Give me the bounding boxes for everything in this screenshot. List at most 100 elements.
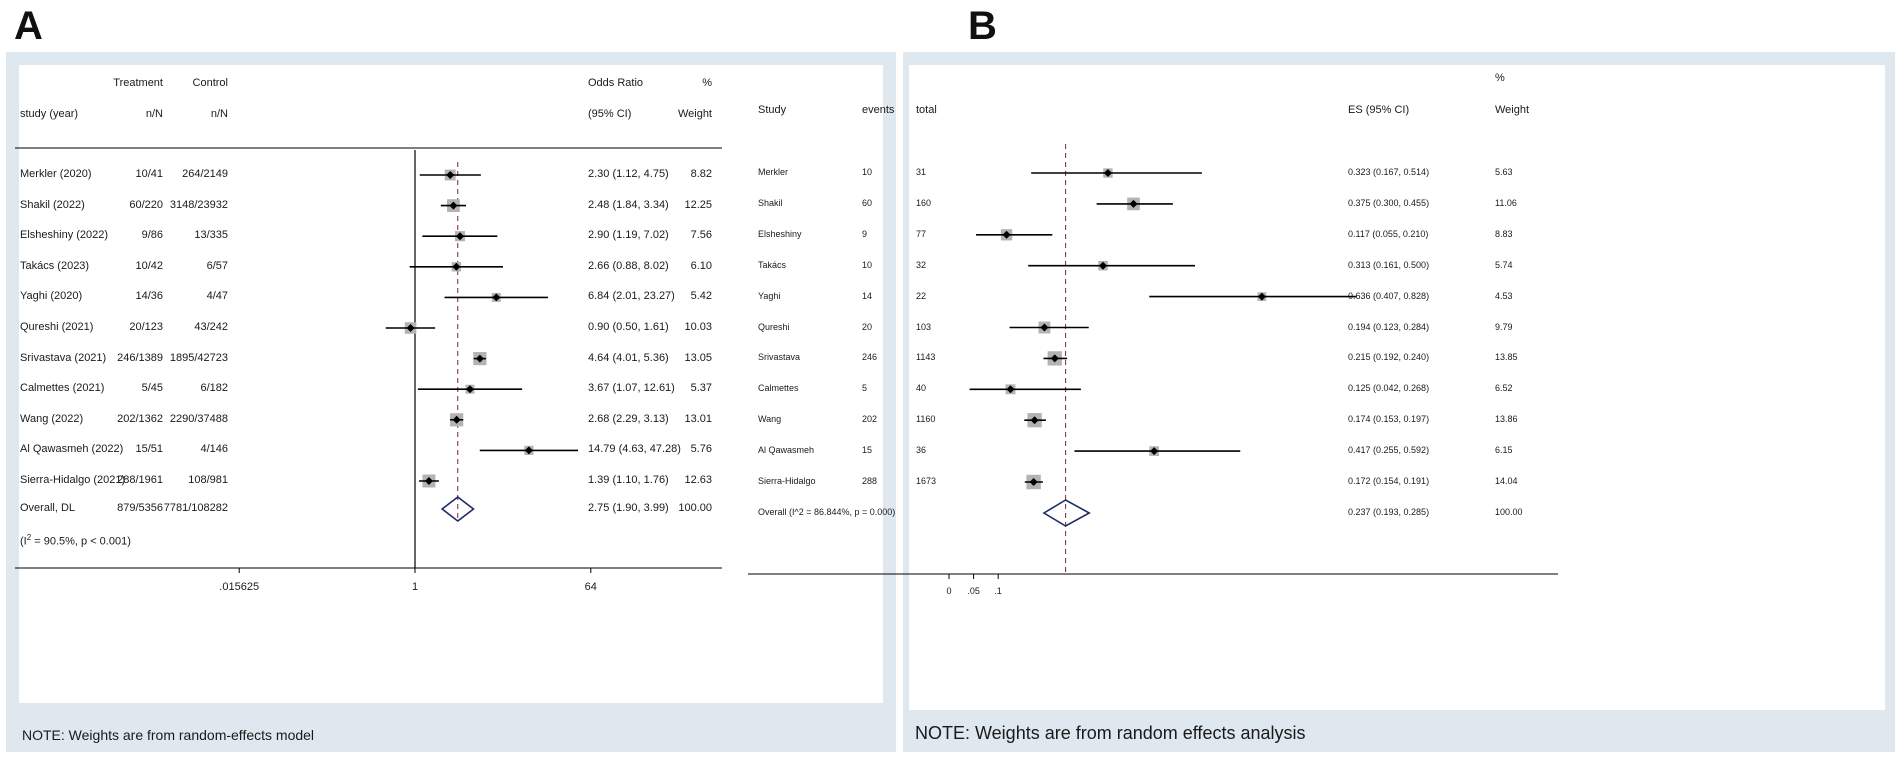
overall-control: 7781/108282 xyxy=(163,502,228,514)
study-name: Wang xyxy=(758,414,782,425)
panel-a-label: A xyxy=(14,4,43,48)
study-weight: 8.82 xyxy=(690,168,712,180)
study-weight: 7.56 xyxy=(690,229,712,242)
study-weight: 9.79 xyxy=(1495,321,1513,332)
study-weight: 13.85 xyxy=(1495,352,1518,363)
study-name: Yaghi (2020) xyxy=(20,290,83,303)
study-name: Calmettes (2021) xyxy=(20,382,105,395)
study-total: 36 xyxy=(916,445,927,456)
study-ci: 6.84 (2.01, 23.27) xyxy=(588,290,675,303)
study-name: Srivastava xyxy=(758,352,801,363)
point-estimate xyxy=(1150,447,1159,456)
study-name: Wang (2022) xyxy=(20,412,84,425)
study-name: Sierra-Hidalgo xyxy=(758,476,816,486)
study-name: Merkler xyxy=(758,167,789,177)
x-tick-label: .05 xyxy=(967,586,980,596)
study-events: 202 xyxy=(862,414,878,425)
point-estimate xyxy=(1002,230,1011,239)
study-control: 4/146 xyxy=(200,443,228,456)
point-estimate xyxy=(456,232,465,241)
study-treatment: 202/1362 xyxy=(117,412,163,425)
study-weight: 12.63 xyxy=(684,474,712,486)
point-estimate xyxy=(449,201,458,210)
study-events: 5 xyxy=(862,383,868,394)
study-ci: 0.125 (0.042, 0.268) xyxy=(1348,383,1430,394)
study-weight: 6.10 xyxy=(690,259,712,272)
study-treatment: 5/45 xyxy=(141,382,163,395)
header-percent: % xyxy=(702,77,712,89)
overall-label: Overall, DL xyxy=(20,502,76,514)
overall-treatment: 879/5356 xyxy=(117,502,163,514)
point-estimate xyxy=(1129,199,1138,208)
study-control: 3148/23932 xyxy=(169,198,228,211)
header-control-nN: n/N xyxy=(210,108,228,120)
study-events: 20 xyxy=(862,321,873,332)
overall-ci: 0.237 (0.193, 0.285) xyxy=(1348,507,1430,517)
point-estimate xyxy=(1029,478,1038,486)
study-weight: 11.06 xyxy=(1495,197,1517,208)
study-ci: 0.117 (0.055, 0.210) xyxy=(1348,228,1429,239)
study-ci: 0.172 (0.154, 0.191) xyxy=(1348,476,1430,486)
study-ci: 0.313 (0.161, 0.500) xyxy=(1348,259,1430,270)
study-control: 43/242 xyxy=(194,321,228,333)
study-events: 288 xyxy=(862,476,878,486)
x-tick-label: 64 xyxy=(584,581,597,593)
study-ci: 2.30 (1.12, 4.75) xyxy=(588,168,669,180)
study-name: Elsheshiny xyxy=(758,228,802,239)
study-events: 10 xyxy=(862,259,873,270)
study-name: Shakil xyxy=(758,197,783,208)
study-treatment: 10/41 xyxy=(135,168,163,180)
study-total: 1160 xyxy=(916,414,936,425)
point-estimate xyxy=(1050,354,1059,363)
study-total: 77 xyxy=(916,228,927,239)
study-weight: 5.42 xyxy=(690,290,712,303)
study-name: Al Qawasmeh (2022) xyxy=(20,443,124,456)
study-ci: 4.64 (4.01, 5.36) xyxy=(588,351,669,364)
study-total: 103 xyxy=(916,321,932,332)
study-treatment: 60/220 xyxy=(129,198,163,211)
heterogeneity-prefix: (I xyxy=(20,535,27,548)
heterogeneity-rest: = 90.5%, p < 0.001) xyxy=(31,535,131,548)
study-treatment: 246/1389 xyxy=(117,351,163,364)
header-weight: Weight xyxy=(677,108,712,120)
study-weight: 8.83 xyxy=(1495,228,1513,239)
point-estimate xyxy=(524,446,533,455)
point-estimate xyxy=(1098,261,1107,270)
study-treatment: 20/123 xyxy=(129,321,163,333)
header-treatment-nN: n/N xyxy=(145,108,163,120)
study-weight: 14.04 xyxy=(1495,476,1518,486)
study-name: Yaghi xyxy=(758,290,781,301)
study-ci: 3.67 (1.07, 12.61) xyxy=(588,382,675,395)
study-ci: 0.90 (0.50, 1.61) xyxy=(588,321,669,333)
overall-weight: 100.00 xyxy=(678,502,712,514)
study-total: 22 xyxy=(916,290,927,301)
study-weight: 12.25 xyxy=(684,198,712,211)
study-treatment: 10/42 xyxy=(135,259,163,272)
study-events: 14 xyxy=(862,290,873,301)
study-ci: 2.66 (0.88, 8.02) xyxy=(588,259,669,272)
study-treatment: 15/51 xyxy=(135,443,163,456)
study-name: Shakil (2022) xyxy=(20,198,85,211)
study-weight: 5.76 xyxy=(690,443,712,456)
study-name: Qureshi xyxy=(758,321,790,332)
study-name: Elsheshiny (2022) xyxy=(20,229,109,242)
study-total: 32 xyxy=(916,259,927,270)
study-ci: 1.39 (1.10, 1.76) xyxy=(588,474,669,486)
study-weight: 5.74 xyxy=(1495,259,1513,270)
panel-b-label: B xyxy=(968,4,997,48)
heterogeneity-stat: (I2 = 90.5%, p < 0.001) xyxy=(20,531,131,549)
point-estimate xyxy=(475,354,484,363)
overall-ci: 2.75 (1.90, 3.99) xyxy=(588,502,669,514)
study-events: 60 xyxy=(862,197,873,208)
study-total: 160 xyxy=(916,197,932,208)
study-ci: 0.417 (0.255, 0.592) xyxy=(1348,445,1430,456)
study-ci: 0.636 (0.407, 0.828) xyxy=(1348,290,1430,301)
study-weight: 13.01 xyxy=(684,412,712,425)
study-total: 1673 xyxy=(916,476,937,486)
study-events: 9 xyxy=(862,228,868,239)
study-control: 13/335 xyxy=(194,229,228,242)
study-ci: 2.48 (1.84, 3.34) xyxy=(588,198,669,211)
study-events: 15 xyxy=(862,445,873,456)
